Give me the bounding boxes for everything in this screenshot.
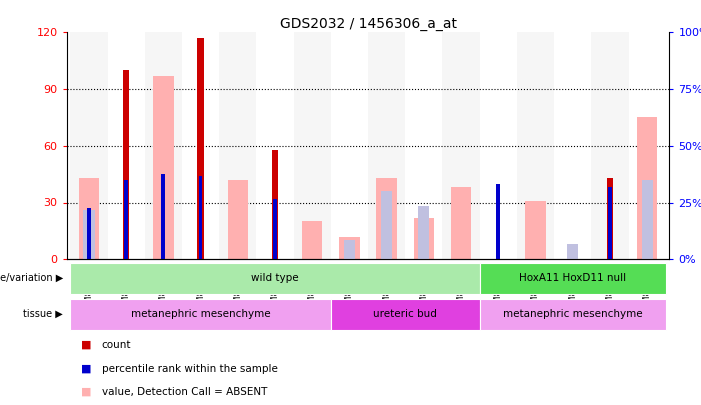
Bar [418,206,430,259]
Bar [70,32,107,259]
Bar [592,32,629,259]
Bar [197,38,204,259]
Text: ■: ■ [81,387,91,397]
Bar [107,32,144,259]
Bar [198,176,203,259]
Bar [376,178,397,259]
Bar [272,149,278,259]
Bar [368,32,405,259]
Bar [608,188,612,259]
Bar [331,298,479,330]
Bar [228,180,248,259]
Bar [451,188,471,259]
Bar [641,180,653,259]
Bar [554,32,592,259]
Bar [144,32,182,259]
Bar [153,76,174,259]
Bar [87,208,91,259]
Bar [83,210,95,259]
Bar [331,32,368,259]
Bar [273,199,277,259]
Bar [496,183,500,259]
Bar [343,240,355,259]
Bar [567,244,578,259]
Bar [381,191,393,259]
Bar [219,32,257,259]
Bar [302,222,322,259]
Text: ■: ■ [81,340,91,350]
Text: ureteric bud: ureteric bud [374,309,437,319]
Bar [70,263,479,294]
Text: count: count [102,340,131,350]
Bar [517,32,554,259]
Text: HoxA11 HoxD11 null: HoxA11 HoxD11 null [519,273,626,283]
Bar [414,217,434,259]
Bar [405,32,442,259]
Bar [124,180,128,259]
Bar [161,174,165,259]
Bar [70,298,331,330]
Text: value, Detection Call = ABSENT: value, Detection Call = ABSENT [102,387,267,397]
Bar [294,32,331,259]
Text: wild type: wild type [251,273,299,283]
Bar [525,200,545,259]
Text: ■: ■ [81,364,91,373]
Text: metanephric mesenchyme: metanephric mesenchyme [503,309,643,319]
Bar [79,178,99,259]
Bar [339,237,360,259]
Bar [606,178,613,259]
Bar [257,32,294,259]
Bar [182,32,219,259]
Bar [123,70,130,259]
Bar [479,298,666,330]
Bar [442,32,479,259]
Bar [637,117,658,259]
Text: genotype/variation ▶: genotype/variation ▶ [0,273,63,283]
Bar [479,32,517,259]
Title: GDS2032 / 1456306_a_at: GDS2032 / 1456306_a_at [280,17,456,31]
Bar [479,263,666,294]
Text: percentile rank within the sample: percentile rank within the sample [102,364,278,373]
Text: metanephric mesenchyme: metanephric mesenchyme [131,309,271,319]
Bar [629,32,666,259]
Text: tissue ▶: tissue ▶ [23,309,63,319]
